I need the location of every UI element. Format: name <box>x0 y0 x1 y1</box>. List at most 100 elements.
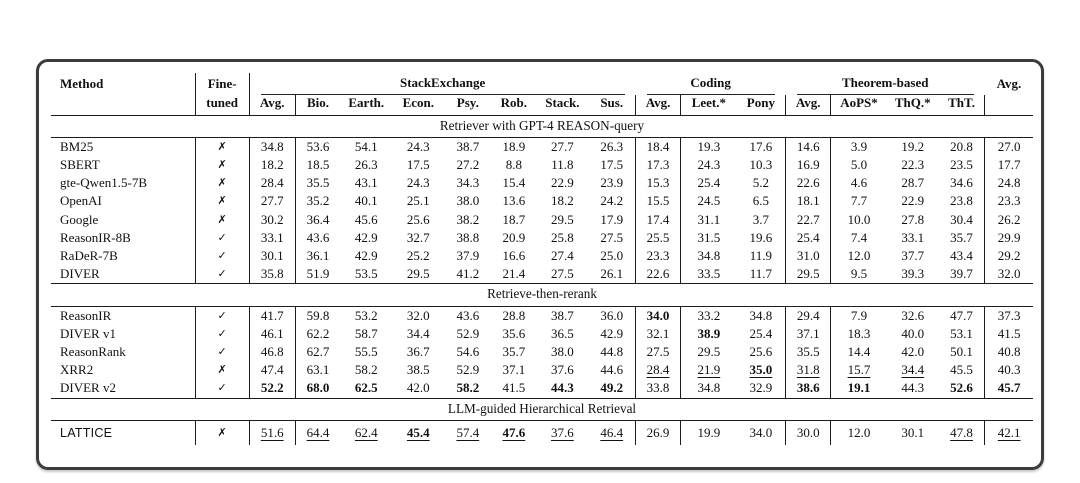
value-cell: 53.5 <box>354 266 378 282</box>
value-cell: 9.5 <box>830 265 887 284</box>
value-cell: 44.3 <box>901 380 925 396</box>
value-cell: 11.9 <box>749 247 773 263</box>
value-cell: 25.0 <box>600 247 624 263</box>
value-cell: 10.3 <box>749 156 773 172</box>
value-cell: 35.8 <box>248 265 296 284</box>
value-cell: 27.5 <box>551 266 574 282</box>
finetuned-check-icon: ✓ <box>194 265 250 284</box>
value-cell: 49.2 <box>600 380 624 396</box>
value-cell: 15.3 <box>635 174 681 193</box>
value-cell: 37.6 <box>551 362 574 378</box>
value-cell: 17.7 <box>984 156 1033 175</box>
value-cell: 34.8 <box>248 137 296 157</box>
group-label-stackexchange: StackExchange <box>260 75 625 95</box>
value-cell: 25.8 <box>551 229 574 245</box>
value-cell: 25.6 <box>406 211 430 227</box>
table-row: OpenAI ✗ 27.7 35.2 40.1 25.1 38.0 13.6 18.2 24.2 1… <box>51 192 1033 211</box>
value-cell: 44.8 <box>600 343 624 359</box>
value-cell: 22.6 <box>635 265 681 284</box>
value-cell: 52.9 <box>456 325 480 341</box>
table-row: DIVER v2 ✓ 52.2 68.0 62.5 42.0 58.2 41.5 44.3 49.… <box>51 379 1033 399</box>
value-cell: 23.9 <box>600 175 624 191</box>
value-cell: 54.6 <box>456 343 480 359</box>
value-cell: 43.6 <box>456 307 480 323</box>
value-cell: 30.0 <box>785 420 831 446</box>
value-cell: 68.0 <box>294 379 341 399</box>
value-cell: 19.3 <box>680 137 737 157</box>
group-label-coding: Coding <box>646 75 775 95</box>
value-cell: 46.4 <box>600 424 624 440</box>
value-cell: 44.3 <box>551 380 574 396</box>
value-cell: 37.7 <box>901 247 925 263</box>
table-row: gte-Qwen1.5-7B ✗ 28.4 35.5 43.1 24.3 34.3 15.4 2… <box>51 174 1033 193</box>
overall-avg-column-spacer <box>984 94 1033 116</box>
value-cell: 38.0 <box>551 343 574 359</box>
method-cell: gte-Qwen1.5-7B <box>60 175 148 191</box>
value-cell: 34.4 <box>901 362 925 378</box>
method-cell: ReasonIR <box>60 307 112 323</box>
value-cell: 33.1 <box>248 228 296 248</box>
section-title-row: Retriever with GPT-4 REASON-query <box>51 115 1033 138</box>
value-cell: 32.7 <box>406 229 430 245</box>
value-cell: 31.8 <box>785 361 831 380</box>
method-cell: DIVER v2 <box>60 380 116 396</box>
value-cell: 35.7 <box>950 229 973 245</box>
value-cell: 29.5 <box>680 343 737 362</box>
value-cell: 32.0 <box>984 265 1033 284</box>
value-cell: 35.6 <box>502 325 526 341</box>
value-cell: 44.6 <box>600 362 624 378</box>
value-cell: 18.9 <box>502 138 526 154</box>
value-cell: 37.3 <box>984 306 1033 325</box>
value-cell: 51.9 <box>294 265 341 284</box>
value-cell: 42.0 <box>406 380 430 396</box>
value-cell: 45.4 <box>406 424 430 440</box>
value-cell: 62.7 <box>294 343 341 362</box>
value-cell: 12.0 <box>830 247 887 266</box>
value-cell: 30.2 <box>248 210 296 229</box>
method-cell: RaDeR-7B <box>60 247 118 263</box>
col-header-psy: Psy. <box>456 95 479 111</box>
value-cell: 19.6 <box>749 229 773 245</box>
value-cell: 26.1 <box>600 266 624 282</box>
value-cell: 46.8 <box>248 343 296 362</box>
value-cell: 30.1 <box>901 424 925 440</box>
value-cell: 11.8 <box>551 156 574 172</box>
value-cell: 28.4 <box>248 174 296 193</box>
group-header-stackexchange: StackExchange <box>248 73 636 95</box>
col-header-se-avg: Avg. <box>248 94 296 116</box>
group-header-theorem: Theorem-based <box>786 73 985 95</box>
finetuned-cross-icon: ✗ <box>194 137 250 157</box>
value-cell: 15.7 <box>830 361 887 380</box>
value-cell: 43.6 <box>294 228 341 248</box>
value-cell: 58.2 <box>456 380 480 396</box>
value-cell: 18.2 <box>248 156 296 175</box>
value-cell: 22.7 <box>785 210 831 229</box>
value-cell: 34.0 <box>635 306 681 325</box>
value-cell: 19.9 <box>680 420 737 446</box>
value-cell: 42.0 <box>901 343 925 359</box>
value-cell: 26.3 <box>354 156 378 172</box>
value-cell: 23.3 <box>635 247 681 266</box>
value-cell: 59.8 <box>294 306 341 325</box>
value-cell: 19.1 <box>830 379 887 399</box>
value-cell: 3.9 <box>830 137 887 157</box>
value-cell: 35.5 <box>785 343 831 362</box>
col-header-rob: Rob. <box>500 95 528 111</box>
value-cell: 23.8 <box>950 193 973 209</box>
value-cell: 47.7 <box>950 307 973 323</box>
overall-avg-column-header: Avg. <box>996 76 1022 92</box>
value-cell: 34.8 <box>680 379 737 399</box>
value-cell: 22.9 <box>551 175 574 191</box>
value-cell: 32.6 <box>901 307 925 323</box>
value-cell: 42.1 <box>984 420 1033 446</box>
value-cell: 27.5 <box>635 343 681 362</box>
value-cell: 22.3 <box>901 156 925 172</box>
finetuned-check-icon: ✓ <box>194 379 250 399</box>
value-cell: 6.5 <box>752 193 770 209</box>
method-cell: DIVER <box>60 266 100 282</box>
value-cell: 29.2 <box>984 247 1033 266</box>
value-cell: 25.4 <box>785 228 831 248</box>
value-cell: 17.5 <box>600 156 624 172</box>
col-header-aops: AoPS* <box>830 94 887 116</box>
value-cell: 39.3 <box>901 266 925 282</box>
